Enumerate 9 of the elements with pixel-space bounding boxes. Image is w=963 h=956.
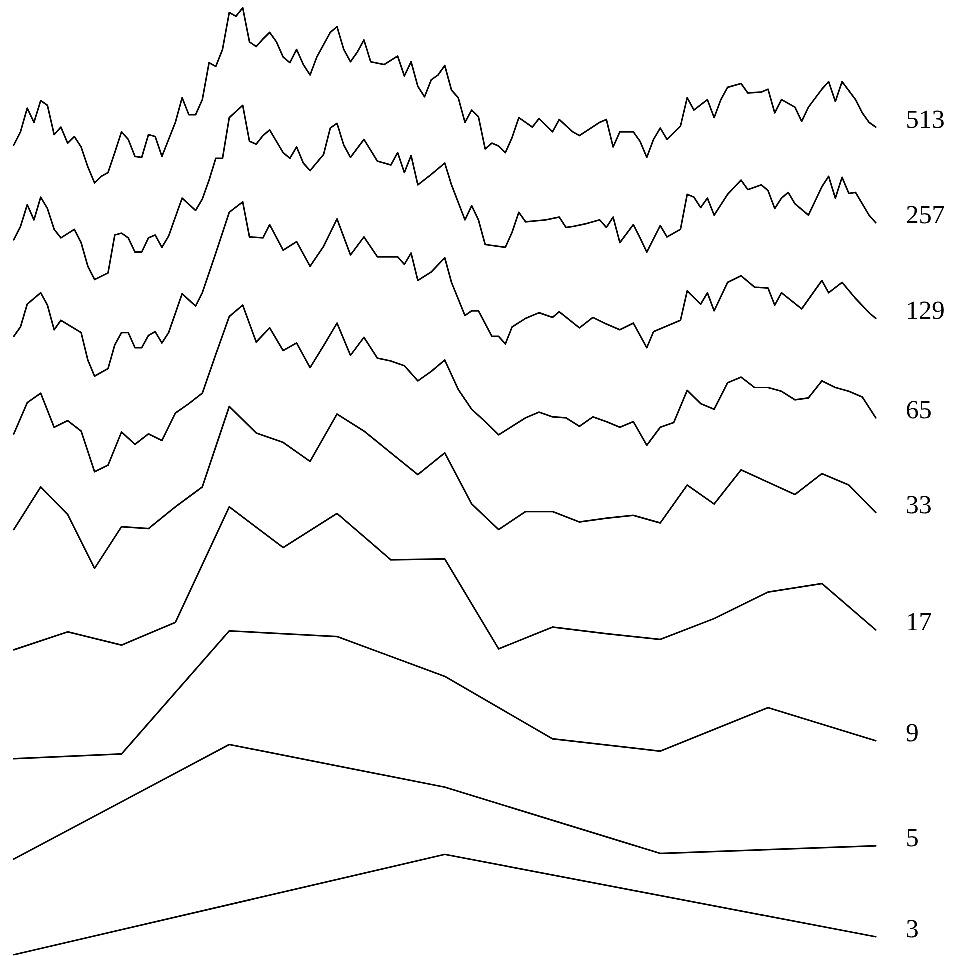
series-label: 9 [906,718,919,748]
series-label: 33 [906,490,932,520]
series-label: 3 [906,914,919,944]
series-label: 129 [906,296,945,326]
series-label: 5 [906,824,919,853]
series-label: 17 [906,608,932,637]
series-label: 513 [906,104,945,134]
series-label: 65 [906,396,932,425]
series-label: 257 [906,200,945,230]
